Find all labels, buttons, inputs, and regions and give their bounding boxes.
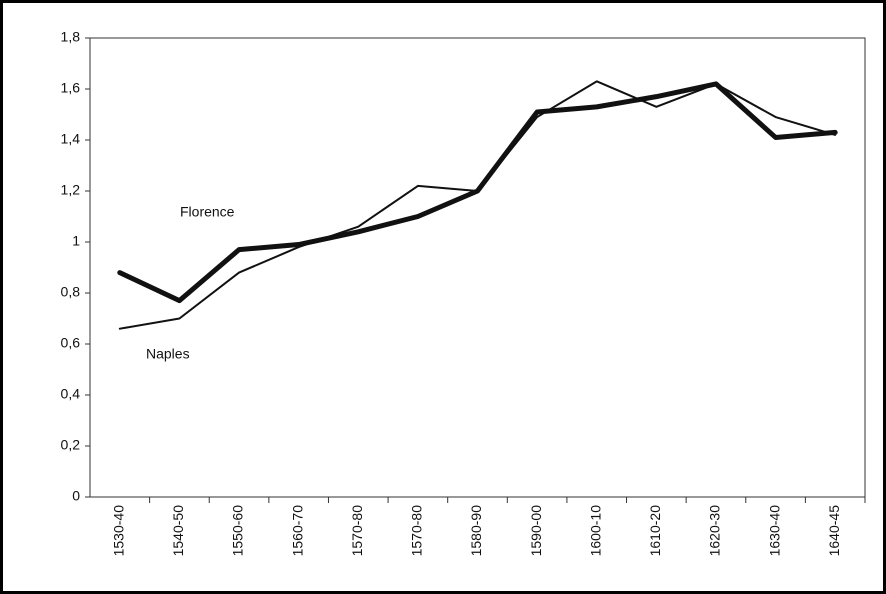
x-tick-label: 1530-40: [111, 505, 127, 557]
y-tick-label: 1,8: [61, 29, 81, 45]
x-tick-label: 1570-80: [349, 505, 365, 557]
y-tick-label: 0: [72, 488, 80, 504]
x-tick-label: 1590-00: [528, 505, 544, 557]
series-label: Naples: [146, 346, 190, 362]
x-tick-label: 1640-45: [826, 505, 842, 557]
y-tick-label: 0,6: [61, 335, 81, 351]
x-tick-label: 1570-80: [409, 505, 425, 557]
y-tick-label: 0,8: [61, 284, 81, 300]
y-tick-label: 0,2: [61, 437, 81, 453]
y-tick-label: 1,6: [61, 80, 81, 96]
x-tick-label: 1550-60: [230, 505, 246, 557]
x-tick-label: 1560-70: [289, 505, 305, 557]
x-tick-label: 1630-40: [766, 505, 782, 557]
series-line: [117, 81, 838, 304]
y-tick-label: 1: [72, 233, 80, 249]
y-tick-label: 1,4: [61, 131, 81, 147]
series-line: [118, 80, 837, 330]
x-tick-label: 1620-30: [707, 505, 723, 557]
plot-area: [89, 37, 866, 498]
y-tick-label: 0,4: [61, 386, 81, 402]
x-tick-label: 1580-90: [468, 505, 484, 557]
x-tick-label: 1610-20: [647, 505, 663, 557]
x-tick-label: 1600-10: [587, 505, 603, 557]
y-tick-label: 1,2: [61, 182, 81, 198]
x-tick-label: 1540-50: [170, 505, 186, 557]
series-label: Florence: [180, 204, 235, 220]
